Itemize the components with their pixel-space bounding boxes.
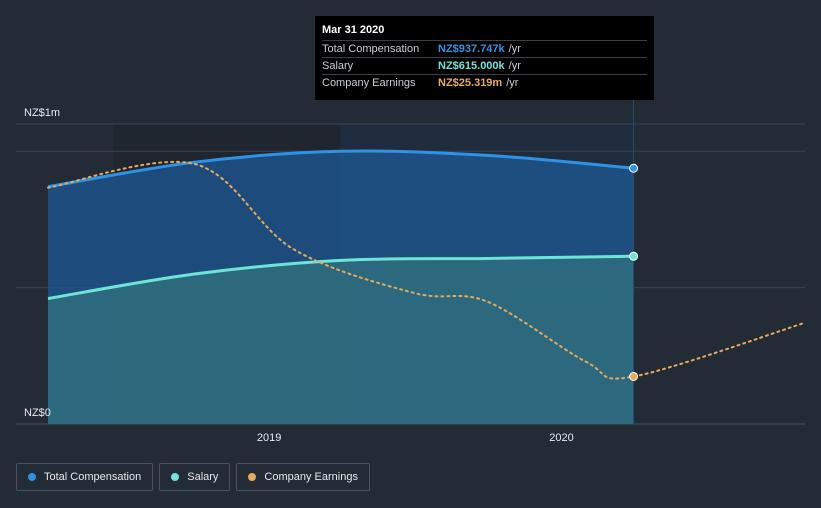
legend-dot-icon xyxy=(171,473,180,481)
tooltip-value: NZ$615.000k xyxy=(438,60,505,72)
salary-line xyxy=(47,254,634,301)
tooltip-unit: /yr xyxy=(506,77,519,89)
salary-point xyxy=(629,251,639,261)
salary-area xyxy=(48,256,634,424)
legend-dot-icon xyxy=(248,473,257,481)
company-earnings-point xyxy=(629,372,639,381)
y-tick-label: NZ$0 xyxy=(24,407,51,419)
legend-item-salary[interactable]: Salary xyxy=(159,463,231,491)
legend-label: Company Earnings xyxy=(264,471,358,483)
legend-item-company-earnings[interactable]: Company Earnings xyxy=(236,463,370,491)
tooltip-label: Total Compensation xyxy=(322,43,420,55)
chart-tooltip: Mar 31 2020 Total Compensation NZ$937.74… xyxy=(315,16,654,100)
total-compensation-point xyxy=(629,163,639,173)
tooltip-value: NZ$25.319m xyxy=(438,77,503,89)
tooltip-label: Salary xyxy=(322,60,354,72)
chart-legend: Total Compensation Salary Company Earnin… xyxy=(16,463,370,491)
y-tick-label: NZ$1m xyxy=(24,107,60,119)
tooltip-row-salary: Salary NZ$615.000k /yr xyxy=(322,57,647,74)
legend-label: Total Compensation xyxy=(44,471,142,483)
legend-label: Salary xyxy=(187,471,219,483)
tooltip-date: Mar 31 2020 xyxy=(322,24,385,36)
tooltip-value: NZ$937.747k xyxy=(438,43,505,55)
tooltip-row-earnings: Company Earnings NZ$25.319m /yr xyxy=(322,74,647,91)
x-tick-label: 2019 xyxy=(257,432,281,444)
tooltip-label: Company Earnings xyxy=(322,77,416,89)
total-compensation-line xyxy=(47,149,634,189)
x-tick-label: 2020 xyxy=(549,432,573,444)
tooltip-row-total: Total Compensation NZ$937.747k /yr xyxy=(322,40,647,57)
tooltip-unit: /yr xyxy=(508,43,521,55)
legend-dot-icon xyxy=(28,473,36,481)
tooltip-unit: /yr xyxy=(508,60,521,72)
legend-item-total-compensation[interactable]: Total Compensation xyxy=(16,463,154,491)
